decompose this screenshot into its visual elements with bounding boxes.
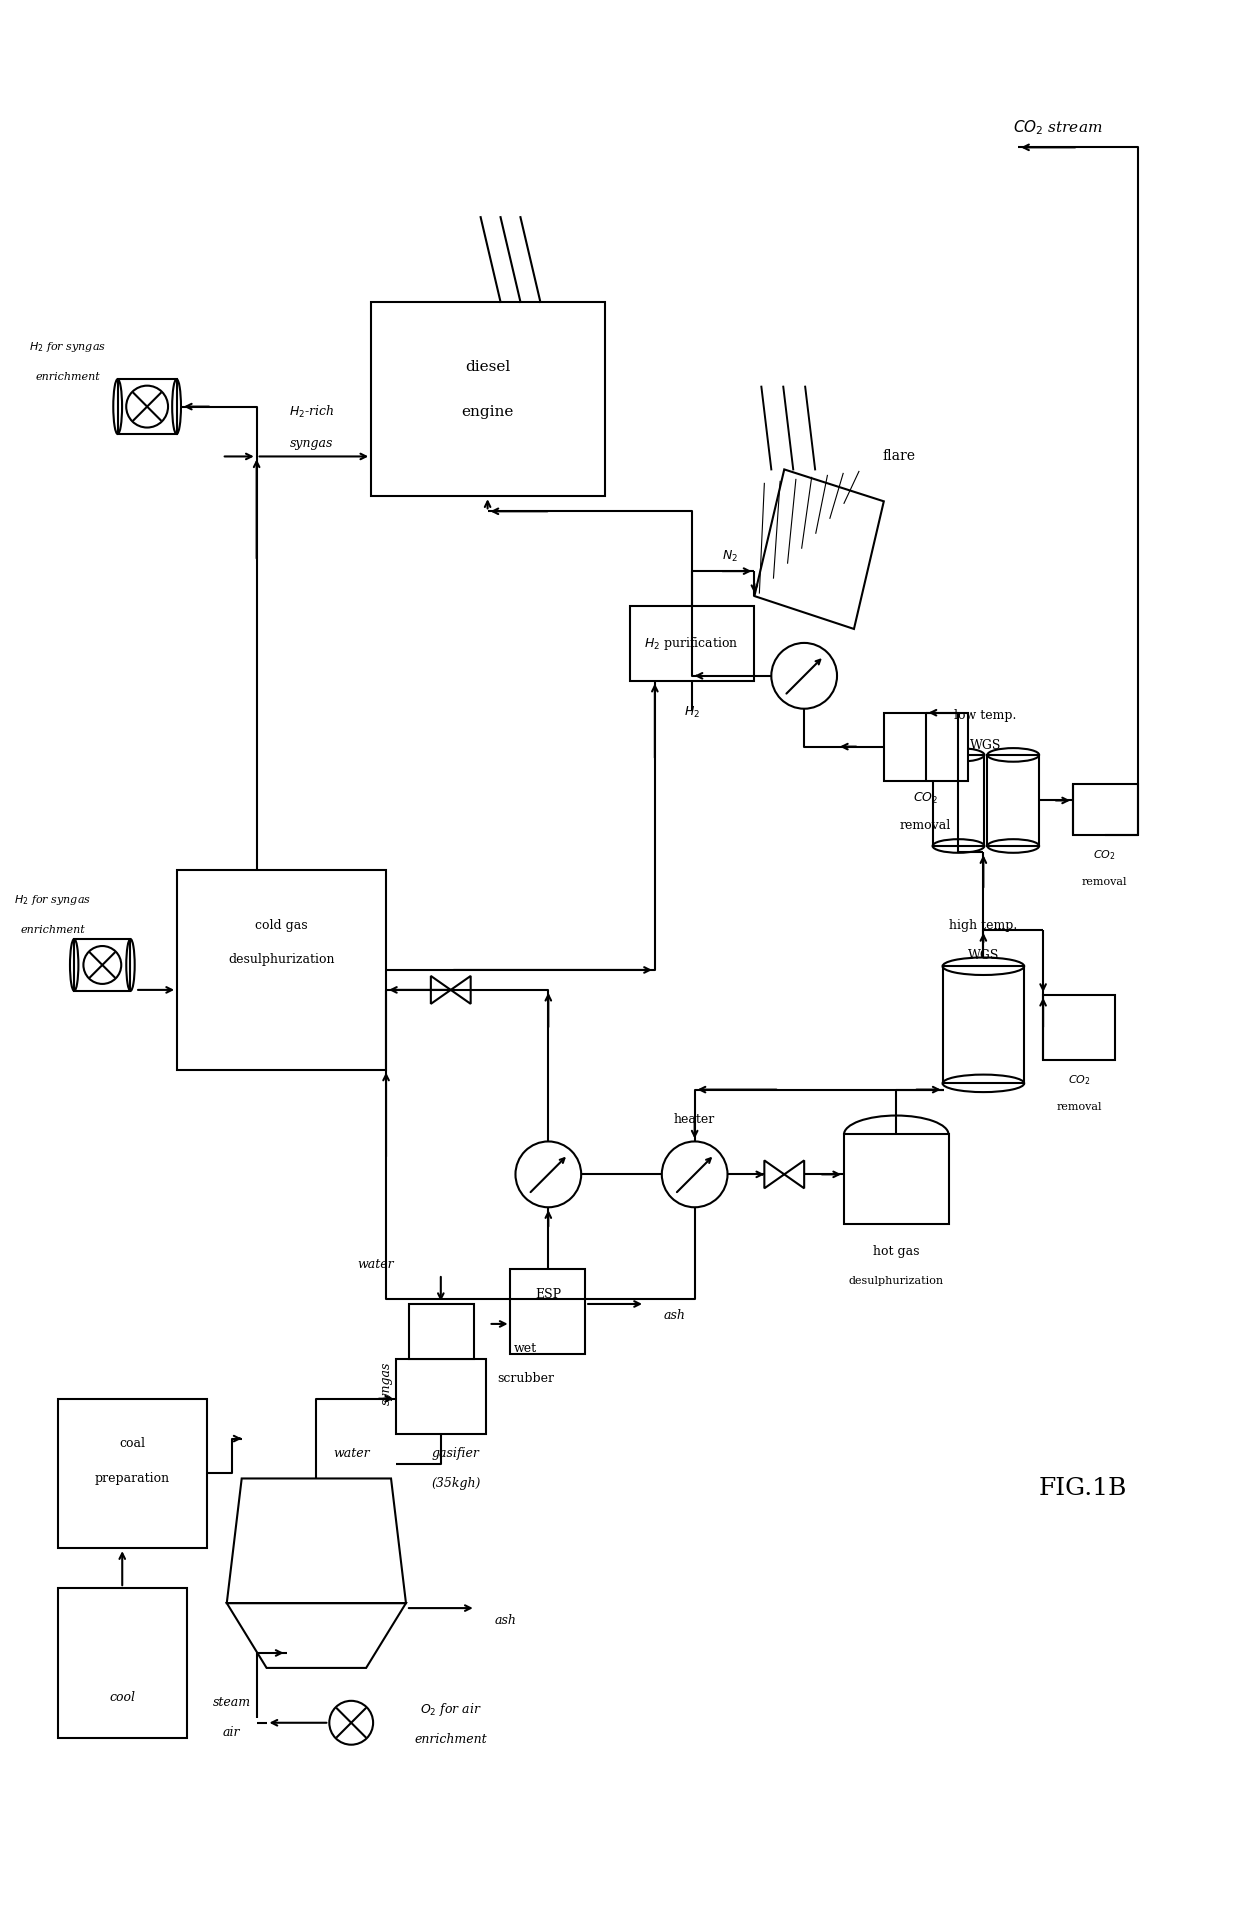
Text: hot gas: hot gas: [873, 1245, 919, 1257]
Bar: [511, 1268, 585, 1354]
Bar: [844, 1135, 949, 1224]
Text: water: water: [332, 1448, 370, 1459]
Text: $H_2$-rich: $H_2$-rich: [289, 403, 334, 420]
Bar: [57, 1587, 187, 1738]
Text: scrubber: scrubber: [497, 1371, 554, 1385]
Text: $CO_2$ stream: $CO_2$ stream: [1013, 118, 1102, 138]
Text: wet: wet: [513, 1343, 537, 1356]
Bar: [942, 966, 1024, 1083]
Bar: [884, 712, 968, 781]
Text: syngas: syngas: [379, 1362, 393, 1406]
Bar: [409, 1305, 474, 1358]
Bar: [371, 302, 605, 497]
Polygon shape: [754, 470, 884, 628]
Text: coal: coal: [119, 1436, 145, 1450]
Text: FIG.1B: FIG.1B: [1039, 1476, 1127, 1499]
Text: removal: removal: [1056, 1102, 1101, 1112]
Text: air: air: [223, 1727, 241, 1740]
Text: $O_2$ for air: $O_2$ for air: [420, 1702, 481, 1719]
Text: $N_2$: $N_2$: [722, 548, 738, 563]
Text: removal: removal: [900, 819, 951, 833]
Text: $CO_2$: $CO_2$: [1068, 1073, 1090, 1087]
Text: $H_2$: $H_2$: [683, 705, 699, 720]
Text: syngas: syngas: [290, 437, 334, 451]
Bar: [932, 754, 985, 846]
Bar: [396, 1358, 486, 1434]
Bar: [118, 380, 176, 434]
Text: $H_2$ for syngas: $H_2$ for syngas: [29, 340, 107, 353]
Bar: [57, 1398, 207, 1549]
Text: WGS: WGS: [970, 739, 1001, 753]
Text: $H_2$ for syngas: $H_2$ for syngas: [14, 894, 91, 907]
Text: cool: cool: [109, 1692, 135, 1704]
Text: ash: ash: [663, 1310, 686, 1322]
Text: $CO_2$: $CO_2$: [1094, 848, 1116, 861]
Text: gasifier: gasifier: [432, 1448, 480, 1459]
Text: heater: heater: [675, 1114, 715, 1127]
Text: enrichment: enrichment: [35, 372, 100, 382]
Text: desulphurization: desulphurization: [228, 953, 335, 966]
Text: $H_2$ purification: $H_2$ purification: [645, 636, 739, 653]
Text: enrichment: enrichment: [20, 924, 84, 936]
Text: engine: engine: [461, 405, 513, 418]
Text: ash: ash: [495, 1614, 516, 1627]
Text: water: water: [358, 1257, 394, 1270]
Text: desulphurization: desulphurization: [848, 1276, 944, 1285]
Text: diesel: diesel: [465, 359, 510, 374]
Text: low temp.: low temp.: [954, 709, 1017, 722]
Text: enrichment: enrichment: [414, 1732, 487, 1746]
Bar: [1043, 995, 1115, 1060]
Bar: [987, 754, 1039, 846]
Bar: [1073, 783, 1137, 835]
Bar: [630, 605, 754, 680]
Text: (35kgh): (35kgh): [432, 1476, 480, 1490]
Text: WGS: WGS: [967, 949, 999, 961]
Bar: [74, 940, 130, 991]
Bar: [177, 871, 386, 1070]
Text: preparation: preparation: [94, 1473, 170, 1484]
Text: steam: steam: [213, 1696, 250, 1709]
Text: removal: removal: [1083, 877, 1127, 888]
Text: flare: flare: [882, 449, 915, 464]
Text: high temp.: high temp.: [950, 919, 1018, 932]
Text: $CO_2$: $CO_2$: [913, 791, 939, 806]
Text: cold gas: cold gas: [255, 919, 308, 932]
Text: ESP: ESP: [536, 1287, 562, 1301]
